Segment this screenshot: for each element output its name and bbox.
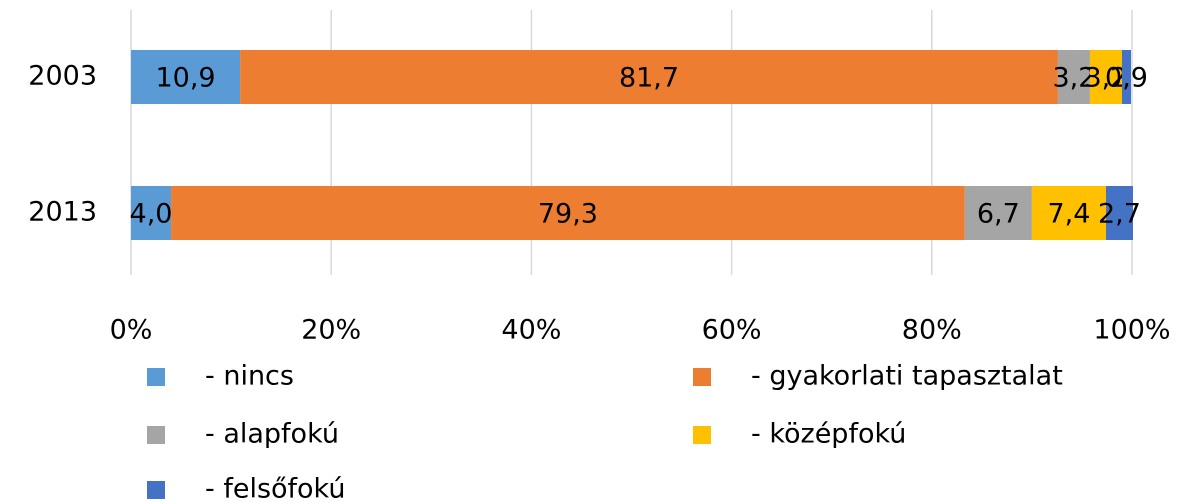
x-tick-label: 100% [1093,315,1170,346]
x-tick-label: 0% [110,315,153,346]
data-label: 4,0 [130,199,173,230]
bar-segment [240,50,1058,104]
legend-label: - felsőfokú [205,474,345,502]
x-tick-label: 60% [702,315,762,346]
data-label: 81,7 [619,63,679,94]
data-label: 7,4 [1047,199,1090,230]
bar-segment [1105,186,1134,240]
legend-swatch [147,368,165,386]
data-label: 0,9 [1105,63,1148,94]
x-tick-label: 40% [501,315,561,346]
bar-segment [1121,50,1131,104]
data-label: 2,7 [1098,199,1141,230]
legend-label: - alapfokú [205,419,339,450]
legend-swatch [693,368,711,386]
bar-segment [964,186,1032,240]
data-label: 79,3 [538,199,598,230]
bar-segment [1089,50,1122,104]
legend-label: - középfokú [751,419,906,450]
bar-segment [171,186,965,240]
data-label: 3,2 [1052,63,1095,94]
bar-segment [131,186,172,240]
bar-segment [1031,186,1106,240]
x-tick-label: 20% [301,315,361,346]
x-tick-label: 80% [902,315,962,346]
bar-segment [1057,50,1090,104]
data-label: 10,9 [155,63,215,94]
data-label: 3,2 [1084,63,1127,94]
legend-label: - nincs [205,361,294,392]
legend-label: - gyakorlati tapasztalat [751,361,1063,392]
y-tick-label: 2003 [28,61,97,92]
legend-swatch [693,426,711,444]
data-label: 6,7 [977,199,1020,230]
y-tick-label: 2013 [28,197,97,228]
legend-swatch [147,426,165,444]
bar-segment [131,50,241,104]
legend-swatch [147,481,165,499]
